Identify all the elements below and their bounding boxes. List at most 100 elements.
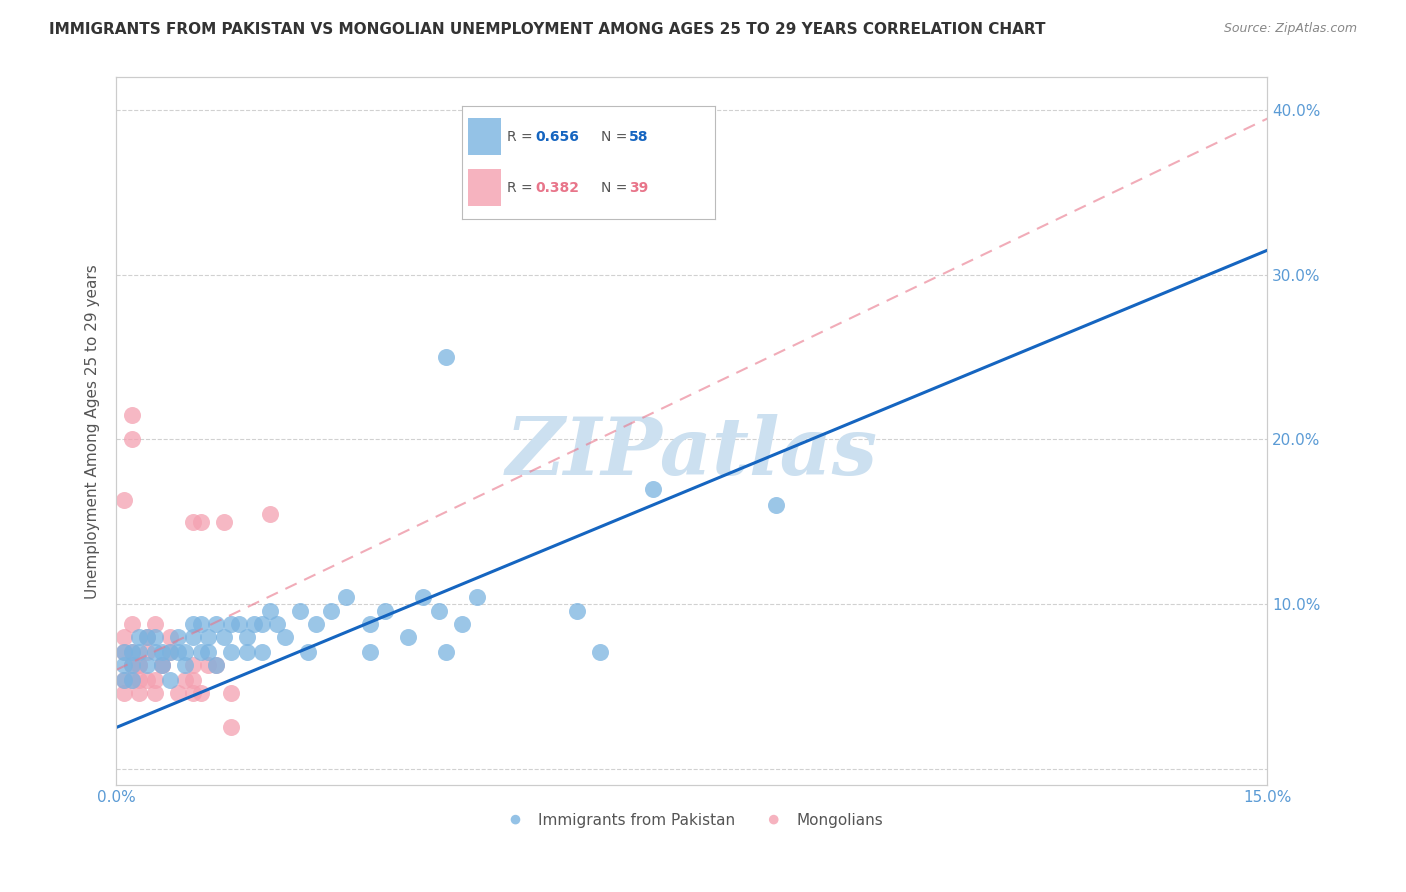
Point bbox=[112, 630, 135, 644]
Point bbox=[174, 673, 197, 687]
Point bbox=[136, 630, 159, 644]
Point bbox=[143, 686, 166, 700]
Point bbox=[136, 673, 159, 687]
Point bbox=[150, 657, 173, 672]
Point bbox=[321, 604, 343, 618]
Point bbox=[243, 616, 266, 631]
Point bbox=[305, 616, 328, 631]
Point bbox=[235, 630, 257, 644]
Point bbox=[128, 657, 150, 672]
Point bbox=[136, 630, 159, 644]
Point bbox=[197, 630, 219, 644]
Point bbox=[221, 721, 243, 735]
Point bbox=[434, 645, 457, 659]
Point bbox=[335, 591, 357, 605]
Point bbox=[128, 657, 150, 672]
Point bbox=[181, 630, 204, 644]
Point bbox=[112, 645, 135, 659]
Point bbox=[228, 616, 250, 631]
Point bbox=[143, 645, 166, 659]
Point bbox=[427, 604, 450, 618]
Point bbox=[297, 645, 319, 659]
Point bbox=[121, 673, 143, 687]
Text: Source: ZipAtlas.com: Source: ZipAtlas.com bbox=[1223, 22, 1357, 36]
Point bbox=[121, 673, 143, 687]
Point bbox=[259, 507, 281, 521]
Point bbox=[128, 673, 150, 687]
Point bbox=[374, 604, 396, 618]
Point bbox=[143, 673, 166, 687]
Point bbox=[121, 657, 143, 672]
Point bbox=[128, 686, 150, 700]
Point bbox=[174, 657, 197, 672]
Point bbox=[112, 493, 135, 508]
Point bbox=[159, 673, 181, 687]
Point bbox=[250, 616, 273, 631]
Point bbox=[121, 408, 143, 422]
Point bbox=[174, 645, 197, 659]
Point bbox=[274, 630, 297, 644]
Point bbox=[197, 645, 219, 659]
Point bbox=[450, 616, 472, 631]
Point bbox=[190, 515, 212, 529]
Y-axis label: Unemployment Among Ages 25 to 29 years: Unemployment Among Ages 25 to 29 years bbox=[86, 264, 100, 599]
Legend: Immigrants from Pakistan, Mongolians: Immigrants from Pakistan, Mongolians bbox=[494, 807, 890, 834]
Point bbox=[221, 645, 243, 659]
Point bbox=[166, 686, 188, 700]
Point bbox=[359, 645, 381, 659]
Point bbox=[121, 645, 143, 659]
Point bbox=[190, 645, 212, 659]
Point bbox=[159, 630, 181, 644]
Point bbox=[212, 630, 235, 644]
Point bbox=[112, 657, 135, 672]
Point bbox=[465, 591, 488, 605]
Point bbox=[143, 616, 166, 631]
Point bbox=[681, 178, 703, 192]
Point bbox=[266, 616, 288, 631]
Point bbox=[181, 673, 204, 687]
Point bbox=[112, 686, 135, 700]
Point bbox=[181, 686, 204, 700]
Point bbox=[143, 630, 166, 644]
Point bbox=[112, 645, 135, 659]
Point bbox=[250, 645, 273, 659]
Point bbox=[205, 657, 228, 672]
Point bbox=[396, 630, 419, 644]
Point bbox=[181, 515, 204, 529]
Point bbox=[643, 482, 665, 496]
Point bbox=[150, 657, 173, 672]
Point bbox=[290, 604, 312, 618]
Point bbox=[359, 616, 381, 631]
Point bbox=[181, 657, 204, 672]
Point bbox=[159, 645, 181, 659]
Point bbox=[121, 645, 143, 659]
Point bbox=[128, 645, 150, 659]
Text: ZIPatlas: ZIPatlas bbox=[506, 414, 877, 491]
Point bbox=[136, 657, 159, 672]
Point bbox=[159, 645, 181, 659]
Point bbox=[181, 616, 204, 631]
Point bbox=[221, 686, 243, 700]
Point bbox=[136, 645, 159, 659]
Point bbox=[589, 645, 612, 659]
Point bbox=[235, 645, 257, 659]
Point bbox=[150, 657, 173, 672]
Point bbox=[128, 630, 150, 644]
Point bbox=[412, 591, 434, 605]
Point bbox=[166, 630, 188, 644]
Point bbox=[205, 616, 228, 631]
Text: IMMIGRANTS FROM PAKISTAN VS MONGOLIAN UNEMPLOYMENT AMONG AGES 25 TO 29 YEARS COR: IMMIGRANTS FROM PAKISTAN VS MONGOLIAN UN… bbox=[49, 22, 1046, 37]
Point bbox=[121, 433, 143, 447]
Point bbox=[212, 515, 235, 529]
Point bbox=[112, 673, 135, 687]
Point bbox=[221, 616, 243, 631]
Point bbox=[205, 657, 228, 672]
Point bbox=[121, 616, 143, 631]
Point bbox=[150, 645, 173, 659]
Point bbox=[190, 616, 212, 631]
Point bbox=[112, 673, 135, 687]
Point bbox=[565, 604, 588, 618]
Point bbox=[259, 604, 281, 618]
Point bbox=[434, 350, 457, 364]
Point bbox=[197, 657, 219, 672]
